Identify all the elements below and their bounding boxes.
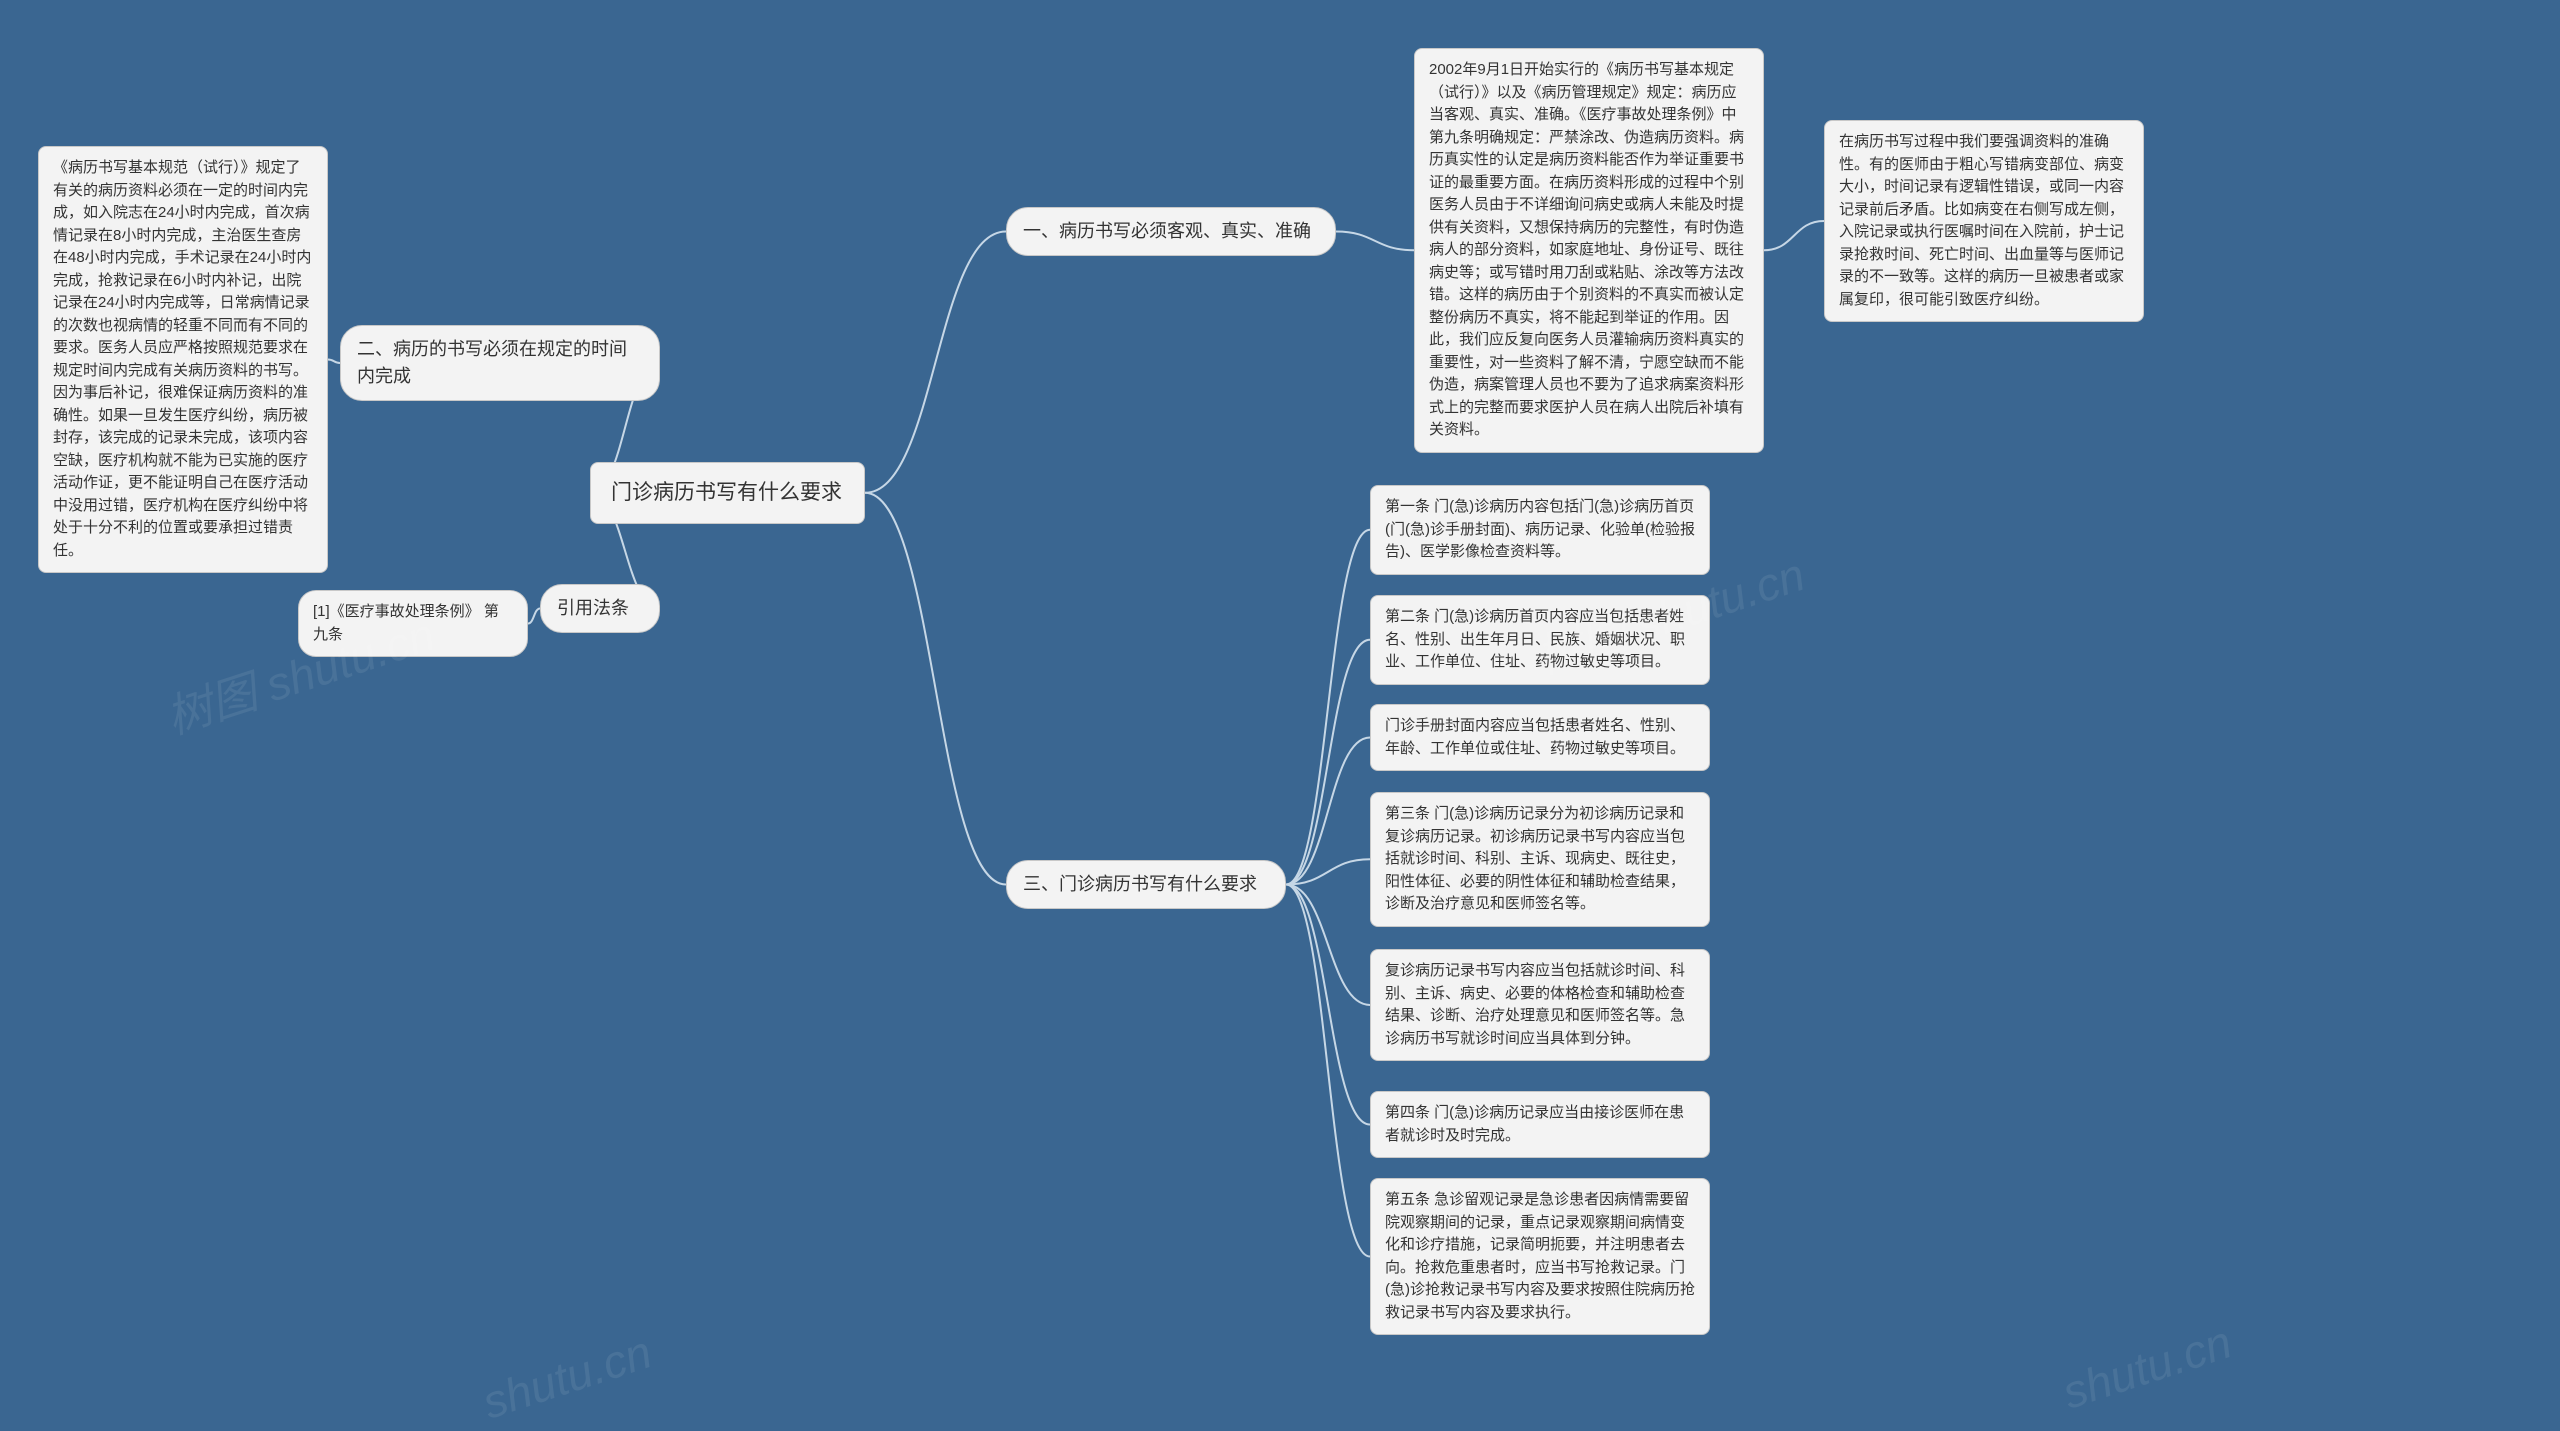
leaf-4a: [1]《医疗事故处理条例》 第九条 xyxy=(298,590,528,657)
branch-3: 三、门诊病历书写有什么要求 xyxy=(1006,860,1286,909)
leaf-3e: 复诊病历记录书写内容应当包括就诊时间、科别、主诉、病史、必要的体格检查和辅助检查… xyxy=(1370,949,1710,1061)
branch-1: 一、病历书写必须客观、真实、准确 xyxy=(1006,207,1336,256)
leaf-3g: 第五条 急诊留观记录是急诊患者因病情需要留院观察期间的记录，重点记录观察期间病情… xyxy=(1370,1178,1710,1335)
leaf-2a: 《病历书写基本规范（试行）》规定了有关的病历资料必须在一定的时间内完成，如入院志… xyxy=(38,146,328,573)
watermark: shutu.cn xyxy=(476,1324,658,1429)
leaf-3f: 第四条 门(急)诊病历记录应当由接诊医师在患者就诊时及时完成。 xyxy=(1370,1091,1710,1158)
watermark: shutu.cn xyxy=(2056,1314,2238,1419)
leaf-3a: 第一条 门(急)诊病历内容包括门(急)诊病历首页(门(急)诊手册封面)、病历记录… xyxy=(1370,485,1710,575)
branch-2: 二、病历的书写必须在规定的时间内完成 xyxy=(340,325,660,401)
leaf-1b: 在病历书写过程中我们要强调资料的准确性。有的医师由于粗心写错病变部位、病变大小，… xyxy=(1824,120,2144,322)
leaf-3b: 第二条 门(急)诊病历首页内容应当包括患者姓名、性别、出生年月日、民族、婚姻状况… xyxy=(1370,595,1710,685)
root-node: 门诊病历书写有什么要求 xyxy=(590,462,865,524)
leaf-3c: 门诊手册封面内容应当包括患者姓名、性别、年龄、工作单位或住址、药物过敏史等项目。 xyxy=(1370,704,1710,771)
leaf-3d: 第三条 门(急)诊病历记录分为初诊病历记录和复诊病历记录。初诊病历记录书写内容应… xyxy=(1370,792,1710,927)
branch-4: 引用法条 xyxy=(540,584,660,633)
leaf-1a: 2002年9月1日开始实行的《病历书写基本规定（试行）》以及《病历管理规定》规定… xyxy=(1414,48,1764,453)
